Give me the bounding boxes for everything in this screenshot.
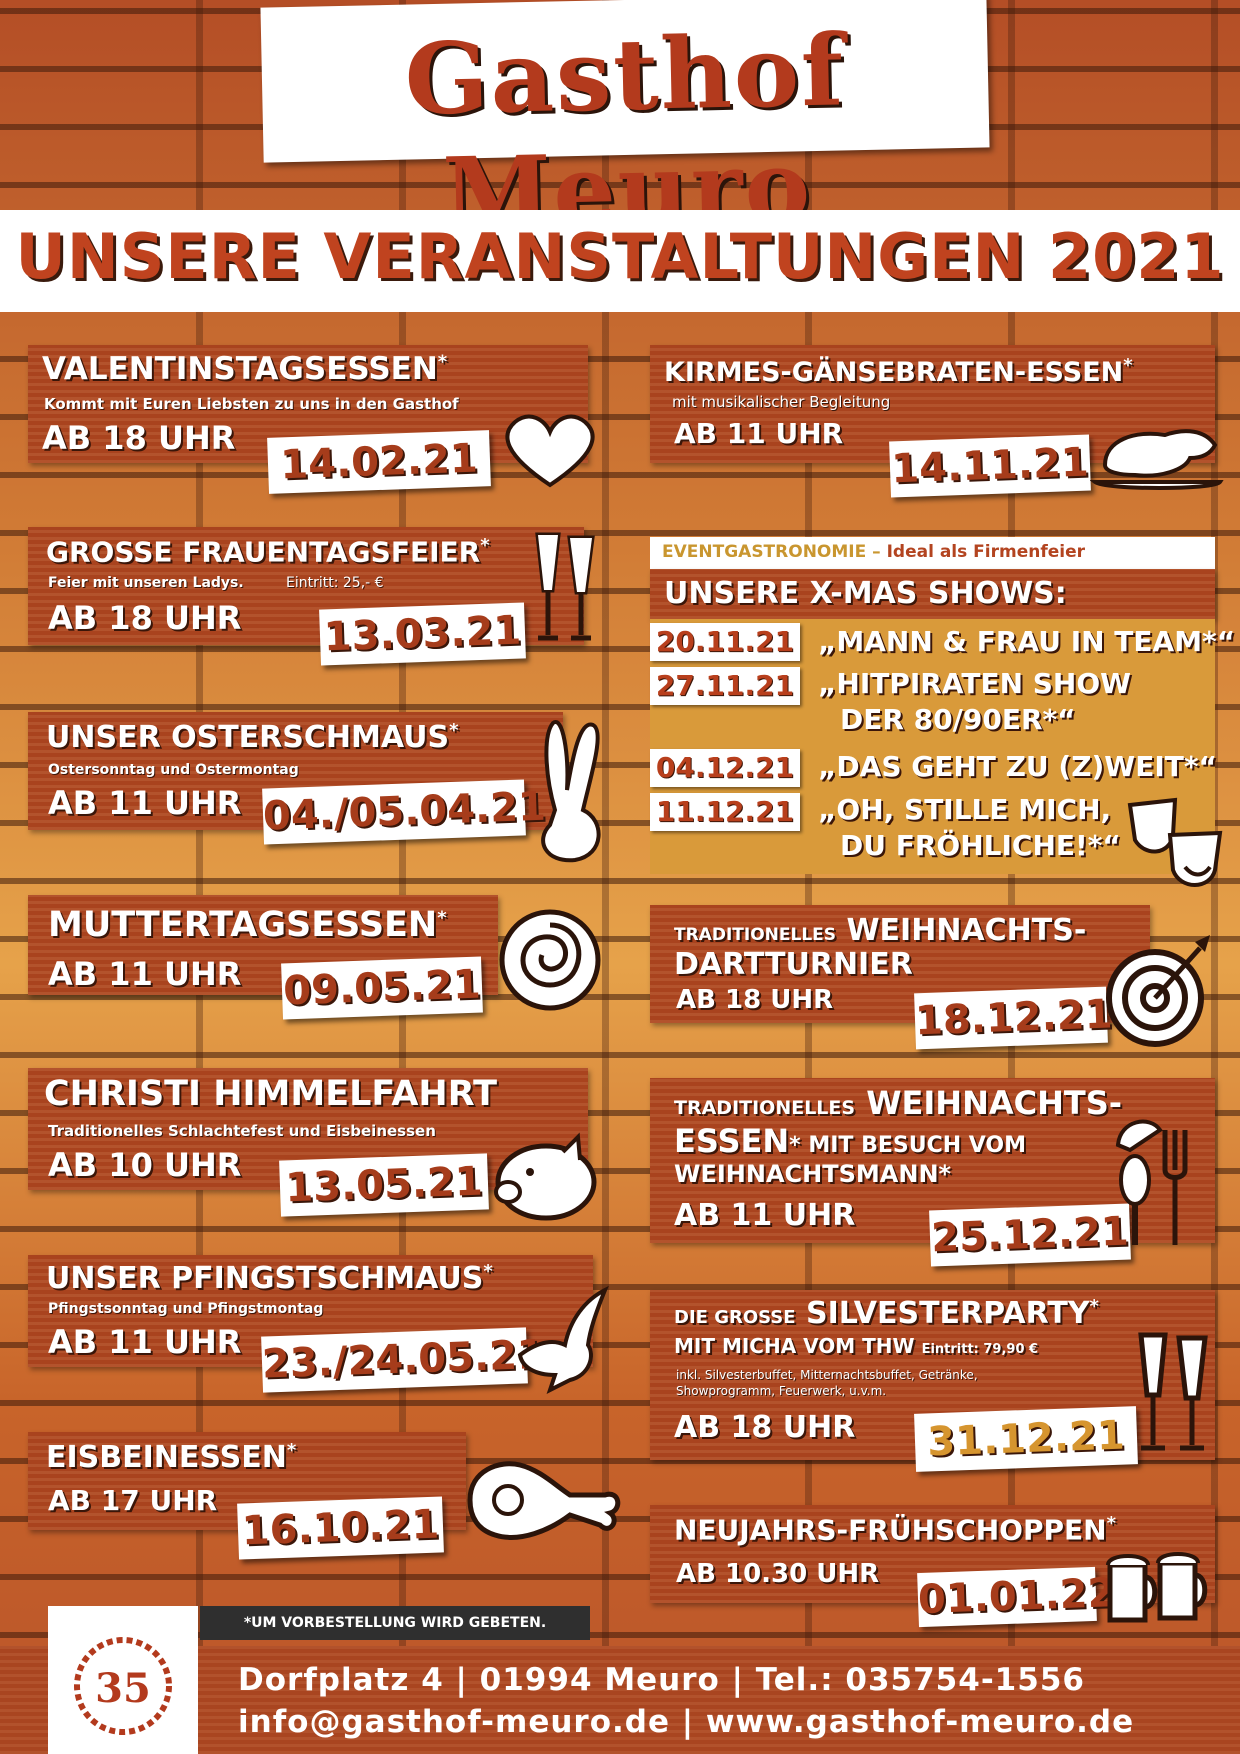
xmas-tagline-band: EVENTGASTRONOMIE – Ideal als Firmenfeier [650, 537, 1215, 569]
event-title: WEIHNACHTS- [846, 913, 1087, 948]
dove-icon [517, 1285, 609, 1394]
event-date: 13.05.21 [279, 1153, 489, 1217]
event-title: MUTTERTAGSESSEN [48, 905, 438, 945]
event-time: AB 11 UHR [48, 784, 242, 822]
event-title: VALENTINSTAGSESSEN [42, 351, 438, 387]
footer: 35 *UM VORBESTELLUNG WIRD GEBETEN. Dorfp… [0, 1606, 1240, 1754]
event-details-2: Showprogramm, Feuerwerk, u.v.m. [676, 1384, 887, 1398]
show-date: 20.11.21 [650, 623, 800, 661]
champagne-glasses-icon [1138, 1332, 1208, 1451]
xmas-heading: UNSERE X-MAS SHOWS: [664, 576, 1067, 611]
show-title-line2: DU FRÖHLICHE!*“ [840, 829, 1121, 862]
event-date: 14.02.21 [267, 430, 491, 494]
rabbit-icon [541, 719, 601, 863]
event-time: AB 10.30 UHR [676, 1559, 880, 1589]
event-title: UNSER PFINGSTSCHMAUS [46, 1261, 484, 1296]
page-title: UNSERE VERANSTALTUNGEN 2021 [15, 220, 1225, 293]
event-time: AB 18 UHR [676, 985, 834, 1015]
event-title: SILVESTERPARTY [806, 1296, 1090, 1331]
event-subtitle: Traditionelles Schlachtefest und Eisbein… [48, 1122, 436, 1140]
event-title-line2: DARTTURNIER [674, 947, 913, 982]
show-date: 04.12.21 [650, 749, 800, 787]
event-title: UNSER OSTERSCHMAUS [46, 720, 450, 755]
beer-mugs-icon [1106, 1552, 1208, 1623]
xmas-tagline: EVENTGASTRONOMIE – Ideal als Firmenfeier [662, 542, 1085, 562]
show-title: „HITPIRATEN SHOW [818, 667, 1132, 700]
event-title-line3: WEIHNACHTSMANN* [674, 1160, 952, 1188]
preorder-note: *UM VORBESTELLUNG WIRD GEBETEN. [200, 1606, 590, 1640]
theater-masks-icon [1127, 797, 1223, 887]
anniversary-seal-icon: 35 [74, 1637, 172, 1735]
event-pfingstschmaus: UNSER PFINGSTSCHMAUS* Pfingstsonntag und… [28, 1255, 593, 1367]
event-valentinstag: VALENTINSTAGSESSEN* Kommt mit Euren Lieb… [28, 345, 588, 463]
event-subtitle: Feier mit unseren Ladys. [48, 575, 244, 591]
title-card: Gasthof Meuro [260, 0, 990, 252]
event-details: inkl. Silvesterbuffet, Mitternachtsbuffe… [676, 1368, 978, 1382]
show-date: 11.12.21 [650, 793, 800, 831]
event-entry-fee: Eintritt: 25,- € [286, 575, 384, 591]
show-title: „OH, STILLE MICH, [818, 793, 1112, 826]
event-subtitle: Kommt mit Euren Liebsten zu uns in den G… [44, 395, 459, 413]
event-time: AB 11 UHR [48, 1323, 242, 1361]
xmas-heading-panel: UNSERE X-MAS SHOWS: [650, 569, 1215, 619]
champagne-glasses-icon [535, 532, 595, 641]
address-line: Dorfplatz 4 | 01994 Meuro | Tel.: 035754… [238, 1662, 1085, 1698]
event-title: WEIHNACHTS- [866, 1084, 1123, 1122]
show-title: „MANN & FRAU IN TEAM*“ [818, 625, 1236, 658]
event-time: AB 18 UHR [42, 419, 236, 457]
event-date: 14.11.21 [889, 434, 1091, 498]
event-date: 09.05.21 [281, 956, 483, 1020]
event-time: AB 11 UHR [674, 417, 844, 450]
badge-number: 35 [95, 1665, 151, 1712]
pig-icon [494, 1132, 597, 1221]
event-time: AB 17 UHR [48, 1484, 218, 1517]
event-date: 23./24.05.21 [261, 1327, 546, 1393]
event-date: 13.03.21 [319, 602, 526, 666]
event-title: GROSSE FRAUENTAGSFEIER [46, 535, 481, 569]
show-date: 27.11.21 [650, 667, 800, 705]
event-date: 04./05.04.21 [262, 779, 547, 845]
anniversary-badge: 35 [48, 1606, 198, 1754]
show-title-line2: DER 80/90ER*“ [840, 703, 1076, 736]
event-time: AB 10 UHR [48, 1146, 242, 1184]
dartboard-icon [1106, 935, 1210, 1047]
footer-background [0, 1646, 1240, 1754]
event-time: AB 11 UHR [674, 1198, 856, 1233]
event-title: NEUJAHRS-FRÜHSCHOPPEN [674, 1513, 1107, 1547]
event-time: AB 11 UHR [48, 955, 242, 993]
show-title: „DAS GEHT ZU (Z)WEIT*“ [818, 750, 1217, 783]
event-title: CHRISTI HIMMELFAHRT [44, 1074, 497, 1114]
event-title: EISBEINESSEN [46, 1440, 287, 1475]
ham-icon [467, 1461, 621, 1540]
roast-goose-icon [1090, 429, 1224, 490]
xmas-shows-panel: 20.11.21 „MANN & FRAU IN TEAM*“ 27.11.21… [650, 619, 1235, 874]
cutlery-santa-icon [1115, 1119, 1188, 1245]
heart-icon [505, 414, 595, 488]
event-subtitle: Pfingstsonntag und Pfingstmontag [48, 1301, 324, 1317]
headline-band: UNSERE VERANSTALTUNGEN 2021 [0, 210, 1240, 312]
event-date: 31.12.21 [914, 1406, 1138, 1472]
event-date: 16.10.21 [237, 1496, 444, 1560]
contact-line: info@gasthof-meuro.de | www.gasthof-meur… [238, 1704, 1135, 1740]
rose-icon [499, 909, 601, 1011]
event-time: AB 18 UHR [674, 1410, 856, 1445]
event-subtitle: Ostersonntag und Ostermontag [48, 762, 299, 778]
event-date: 18.12.21 [914, 986, 1113, 1050]
event-title: KIRMES-GÄNSEBRATEN-ESSEN [664, 357, 1124, 388]
event-subtitle: mit musikalischer Begleitung [672, 393, 891, 411]
event-frauentag: GROSSE FRAUENTAGSFEIER* Feier mit unsere… [28, 527, 584, 645]
event-date: 25.12.21 [929, 1203, 1131, 1267]
event-time: AB 18 UHR [48, 599, 242, 637]
